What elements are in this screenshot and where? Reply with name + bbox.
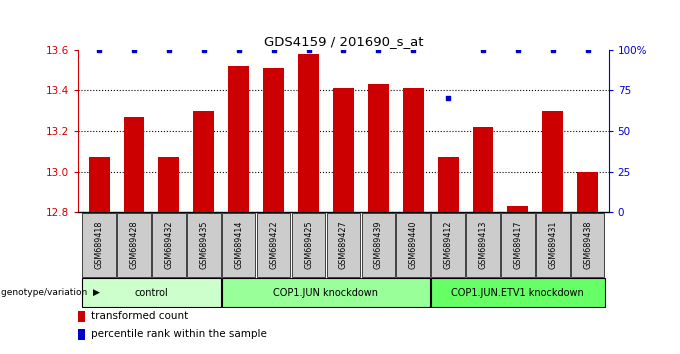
Bar xyxy=(577,172,598,212)
Point xyxy=(547,47,558,52)
FancyBboxPatch shape xyxy=(222,213,256,277)
Bar xyxy=(228,66,249,212)
Text: GSM689417: GSM689417 xyxy=(513,221,522,269)
Text: GSM689440: GSM689440 xyxy=(409,221,418,269)
Point xyxy=(163,47,174,52)
Bar xyxy=(507,206,528,212)
Point xyxy=(268,47,279,52)
Point xyxy=(233,47,244,52)
Text: GSM689439: GSM689439 xyxy=(374,221,383,269)
Text: percentile rank within the sample: percentile rank within the sample xyxy=(91,329,267,339)
Text: GSM689414: GSM689414 xyxy=(234,221,243,269)
Text: GSM689438: GSM689438 xyxy=(583,221,592,269)
Title: GDS4159 / 201690_s_at: GDS4159 / 201690_s_at xyxy=(264,35,423,48)
FancyBboxPatch shape xyxy=(152,213,186,277)
FancyBboxPatch shape xyxy=(82,279,221,307)
Text: GSM689432: GSM689432 xyxy=(165,221,173,269)
Point xyxy=(338,47,349,52)
Point xyxy=(513,47,524,52)
FancyBboxPatch shape xyxy=(222,279,430,307)
Bar xyxy=(542,111,563,212)
FancyBboxPatch shape xyxy=(396,213,430,277)
Text: GSM689427: GSM689427 xyxy=(339,221,348,269)
Bar xyxy=(298,54,319,212)
Point xyxy=(582,47,593,52)
Point xyxy=(303,47,314,52)
FancyBboxPatch shape xyxy=(187,213,220,277)
Text: GSM689422: GSM689422 xyxy=(269,221,278,269)
Bar xyxy=(473,127,494,212)
FancyBboxPatch shape xyxy=(117,213,151,277)
FancyBboxPatch shape xyxy=(431,213,465,277)
FancyBboxPatch shape xyxy=(292,213,325,277)
Text: GSM689428: GSM689428 xyxy=(129,221,139,269)
Bar xyxy=(124,117,144,212)
FancyBboxPatch shape xyxy=(501,213,534,277)
FancyBboxPatch shape xyxy=(536,213,570,277)
Bar xyxy=(158,158,180,212)
FancyBboxPatch shape xyxy=(326,213,360,277)
Text: GSM689413: GSM689413 xyxy=(479,221,488,269)
FancyBboxPatch shape xyxy=(571,213,605,277)
Bar xyxy=(403,88,424,212)
Bar xyxy=(368,84,389,212)
Text: COP1.JUN knockdown: COP1.JUN knockdown xyxy=(273,288,379,298)
Text: COP1.JUN.ETV1 knockdown: COP1.JUN.ETV1 knockdown xyxy=(452,288,584,298)
Bar xyxy=(438,158,458,212)
Bar xyxy=(333,88,354,212)
Text: GSM689412: GSM689412 xyxy=(443,221,453,269)
Text: genotype/variation  ▶: genotype/variation ▶ xyxy=(1,289,100,297)
Point xyxy=(373,47,384,52)
FancyBboxPatch shape xyxy=(466,213,500,277)
FancyBboxPatch shape xyxy=(362,213,395,277)
FancyBboxPatch shape xyxy=(257,213,290,277)
Text: GSM689425: GSM689425 xyxy=(304,221,313,269)
Point xyxy=(129,47,139,52)
Text: control: control xyxy=(135,288,169,298)
Bar xyxy=(263,68,284,212)
Point xyxy=(199,47,209,52)
Text: transformed count: transformed count xyxy=(91,312,188,321)
Text: GSM689431: GSM689431 xyxy=(548,221,558,269)
Bar xyxy=(78,329,86,340)
Point xyxy=(408,47,419,52)
Bar xyxy=(78,311,86,322)
Text: GSM689418: GSM689418 xyxy=(95,221,103,269)
Text: GSM689435: GSM689435 xyxy=(199,221,208,269)
FancyBboxPatch shape xyxy=(82,213,116,277)
Bar xyxy=(193,111,214,212)
Point xyxy=(94,47,105,52)
FancyBboxPatch shape xyxy=(431,279,605,307)
Bar xyxy=(88,158,109,212)
Point xyxy=(477,47,488,52)
Point xyxy=(443,96,454,101)
